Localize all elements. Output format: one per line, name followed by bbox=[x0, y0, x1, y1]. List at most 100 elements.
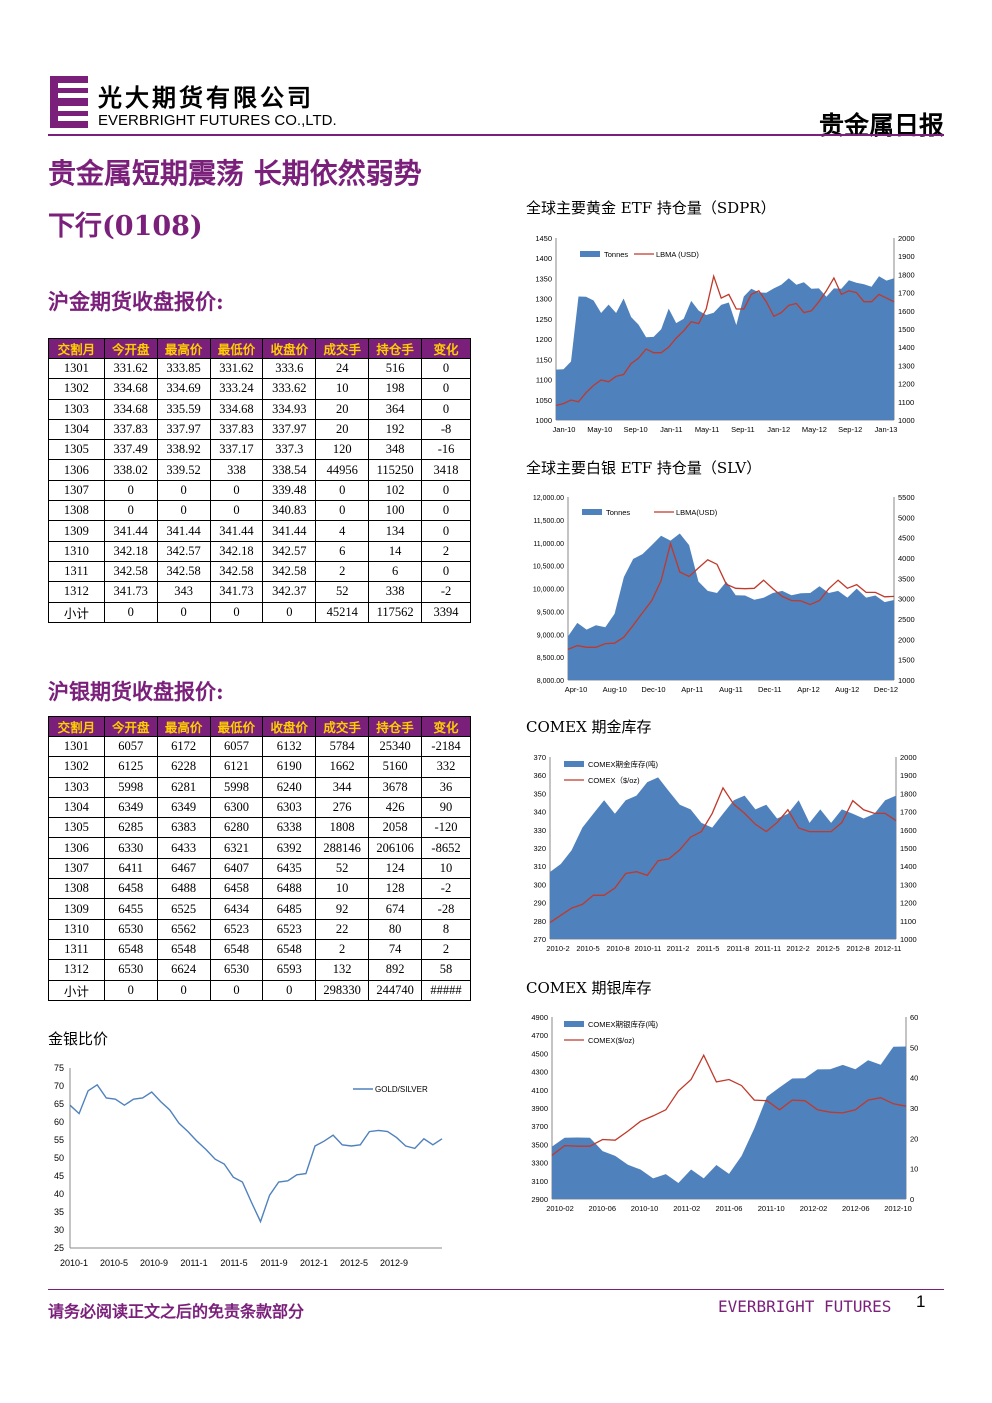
legend-label: Tonnes bbox=[604, 250, 628, 259]
table-cell: 342.58 bbox=[262, 560, 317, 583]
table-cell: 298330 bbox=[315, 979, 370, 1001]
table-cell: 364 bbox=[368, 398, 423, 420]
table-cell: 1310 bbox=[48, 918, 105, 940]
table-cell: 342.58 bbox=[156, 560, 211, 583]
table-row: 1312 341.73 343 341.73 342.37 52 338 -2 bbox=[48, 581, 471, 603]
table-cell: 5160 bbox=[368, 756, 423, 778]
column-header: 最低价 bbox=[209, 338, 264, 359]
left-tick-label: 11,000.00 bbox=[533, 541, 564, 548]
table-cell: 339.48 bbox=[262, 479, 317, 502]
table-cell: 0 bbox=[156, 601, 211, 623]
table-cell: 0 bbox=[315, 500, 370, 522]
table-cell: 6 bbox=[368, 560, 423, 583]
table-row: 1308 6458 6488 6458 6488 10 128 -2 bbox=[48, 878, 471, 900]
left-tick-label: 2900 bbox=[531, 1195, 548, 1204]
table-cell: 0 bbox=[209, 500, 264, 522]
left-tick-label: 3700 bbox=[531, 1122, 548, 1131]
table-row: 小计 0 0 0 0 298330 244740 ##### bbox=[48, 979, 471, 1001]
table-cell: 1303 bbox=[48, 398, 105, 420]
right-tick-label: 1200 bbox=[898, 380, 915, 389]
table-cell: 341.44 bbox=[103, 520, 158, 542]
x-tick-label: 2010-5 bbox=[576, 944, 599, 953]
right-tick-label: 1000 bbox=[898, 416, 915, 425]
table-cell: 10 bbox=[421, 857, 471, 880]
table-row: 1306 6330 6433 6321 6392 288146 206106 -8652 bbox=[48, 837, 471, 859]
table-cell: -16 bbox=[421, 439, 471, 461]
gold-silver-ratio-chart: 75 70 65 60 55 50 45 40 35 30 25 2010-1 2010-5 2010-9… bbox=[54, 1063, 443, 1268]
table-row: 1306 338.02 339.52 338 338.54 44956 115250 3418 bbox=[48, 459, 471, 481]
table-row: 小计 0 0 0 0 45214 117562 3394 bbox=[48, 601, 471, 623]
table-cell: 343 bbox=[156, 581, 211, 603]
comex-silver-chart: 4900 4700 4500 4300 4100 3900 3700 3500 3300 3100… bbox=[531, 1013, 918, 1213]
table-cell: 341.44 bbox=[156, 520, 211, 542]
right-tick-label: 1100 bbox=[898, 398, 914, 407]
table-cell: 334.68 bbox=[209, 398, 264, 420]
x-tick-label: 2011-10 bbox=[758, 1204, 785, 1213]
table-row: 1311 342.58 342.58 342.58 342.58 2 6 0 bbox=[48, 560, 471, 583]
table-cell: 1308 bbox=[48, 878, 105, 900]
x-tick-label: 2011-8 bbox=[727, 944, 750, 953]
table-cell: 1808 bbox=[315, 817, 370, 839]
table-cell: 44956 bbox=[315, 459, 370, 481]
table-row: 1302 6125 6228 6121 6190 1662 5160 332 bbox=[48, 756, 471, 778]
legend-label: COMEX期金库存(吨) bbox=[588, 759, 658, 769]
table-cell: 6530 bbox=[103, 918, 158, 940]
table-cell: 6 bbox=[315, 540, 370, 562]
column-header: 交割月 bbox=[48, 716, 105, 737]
ratio-chart-title: 金银比价 bbox=[48, 1030, 109, 1048]
table-cell: 1304 bbox=[48, 796, 105, 819]
column-header: 今开盘 bbox=[103, 716, 158, 737]
gold-table-header: 交割月 今开盘 最高价 最低价 收盘价 成交手 持仓手 变化 bbox=[48, 338, 471, 359]
table-cell: 337.3 bbox=[262, 439, 317, 461]
table-cell: 14 bbox=[368, 540, 423, 562]
table-cell: 6349 bbox=[103, 796, 158, 819]
table-cell: 3678 bbox=[368, 776, 423, 798]
x-tick-label: 2010-10 bbox=[631, 1204, 659, 1213]
right-tick-label: 1600 bbox=[898, 307, 915, 316]
table-cell: 341.73 bbox=[103, 581, 158, 603]
table-cell: 120 bbox=[315, 439, 370, 461]
table-cell: 0 bbox=[209, 601, 264, 623]
table-cell: 90 bbox=[421, 796, 471, 819]
x-tick-label: 2010-02 bbox=[546, 1204, 574, 1213]
table-cell: 342.18 bbox=[209, 540, 264, 562]
table-cell: 6330 bbox=[103, 837, 158, 859]
column-header: 收盘价 bbox=[262, 338, 317, 359]
left-tick-label: 4900 bbox=[531, 1013, 548, 1022]
x-tick-label: Jan-10 bbox=[553, 425, 576, 434]
left-tick-label: 1350 bbox=[535, 274, 552, 283]
right-tick-label: 1900 bbox=[900, 771, 917, 780]
table-cell: 0 bbox=[103, 500, 158, 522]
right-tick-label: 1800 bbox=[898, 270, 915, 279]
disclaimer-link[interactable]: 请务必阅读正文之后的免责条款部分 bbox=[48, 1302, 305, 1321]
table-cell: 198 bbox=[368, 378, 423, 400]
table-cell: 1308 bbox=[48, 500, 105, 522]
table-cell: 0 bbox=[209, 479, 264, 502]
left-tick-label: 1150 bbox=[536, 355, 552, 364]
table-cell: 1303 bbox=[48, 776, 105, 798]
table-cell: 1307 bbox=[48, 857, 105, 880]
table-cell: 342.18 bbox=[103, 540, 158, 562]
table-cell: 10 bbox=[315, 878, 370, 900]
table-cell: 6548 bbox=[103, 938, 158, 961]
series-line-LBMA(USD) bbox=[567, 541, 895, 650]
left-tick-label: 340 bbox=[533, 808, 546, 817]
gold-etf-title: 全球主要黄金 ETF 持仓量（SDPR） bbox=[526, 199, 776, 217]
y-tick-label: 75 bbox=[54, 1063, 64, 1073]
table-cell: 2058 bbox=[368, 817, 423, 839]
table-cell: -28 bbox=[421, 898, 471, 920]
right-tick-label: 1400 bbox=[900, 862, 917, 871]
table-cell: 674 bbox=[368, 898, 423, 920]
table-cell: 0 bbox=[315, 479, 370, 502]
footer-brand: EVERBRIGHT FUTURES bbox=[718, 1297, 892, 1316]
left-tick-label: 3900 bbox=[531, 1104, 548, 1113]
legend-swatch-area bbox=[564, 1021, 584, 1027]
left-tick-label: 3500 bbox=[531, 1140, 548, 1149]
x-tick-label: 2011-02 bbox=[673, 1204, 700, 1213]
table-cell: 0 bbox=[156, 500, 211, 522]
right-tick-label: 1200 bbox=[900, 899, 917, 908]
series-line-gold-silver bbox=[69, 1083, 443, 1224]
right-tick-label: 60 bbox=[910, 1013, 918, 1022]
x-tick-label: Dec-11 bbox=[758, 685, 782, 694]
left-tick-label: 1100 bbox=[536, 376, 552, 385]
